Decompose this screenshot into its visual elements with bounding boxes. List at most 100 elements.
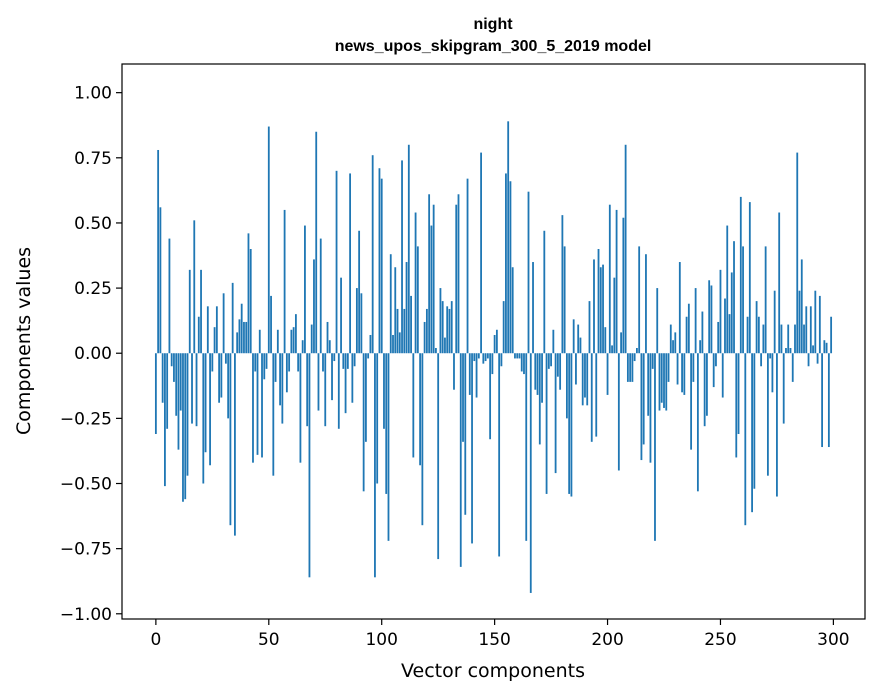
bar-271: [766, 353, 769, 476]
bar-270: [764, 246, 767, 354]
bar-187: [577, 324, 580, 354]
bar-13: [184, 353, 187, 500]
bar-51: [270, 295, 272, 354]
bar-80: [335, 170, 338, 354]
bar-299: [830, 316, 833, 354]
bar-103: [387, 353, 390, 541]
bar-123: [432, 204, 435, 354]
bar-120: [425, 308, 428, 354]
bar-227: [667, 353, 670, 382]
bar-216: [642, 353, 645, 445]
bar-139: [468, 353, 471, 395]
bar-118: [421, 353, 424, 526]
y-tick-label-5: 0.25: [74, 279, 112, 299]
bar-240: [696, 353, 699, 492]
bar-9: [175, 353, 178, 416]
bar-42: [249, 249, 252, 354]
bar-7: [170, 353, 173, 367]
bar-92: [362, 353, 365, 492]
bar-17: [193, 220, 196, 354]
bar-117: [419, 353, 422, 466]
bar-107: [396, 308, 399, 354]
bar-290: [809, 306, 812, 354]
bar-101: [383, 353, 385, 429]
bar-178: [556, 353, 559, 377]
bar-213: [636, 348, 638, 354]
bar-200: [606, 353, 609, 395]
bar-102: [385, 353, 388, 494]
bar-46: [258, 329, 261, 354]
bar-111: [405, 262, 408, 354]
bar-231: [676, 353, 679, 385]
bar-177: [554, 353, 557, 474]
bar-278: [782, 353, 785, 424]
bar-30: [222, 293, 225, 354]
bar-184: [570, 353, 573, 497]
bar-64: [299, 353, 302, 463]
bar-279: [785, 348, 787, 354]
bar-196: [597, 249, 600, 354]
bar-173: [545, 353, 548, 494]
bar-19: [197, 316, 200, 354]
bar-258: [737, 353, 740, 434]
bar-109: [401, 160, 403, 354]
bar-110: [403, 308, 406, 354]
bar-116: [416, 246, 419, 354]
bar-10: [177, 353, 180, 450]
bar-60: [290, 329, 293, 354]
bar-52: [272, 353, 275, 476]
bar-49: [265, 353, 268, 369]
bar-189: [581, 353, 584, 406]
bar-257: [735, 353, 738, 458]
bar-152: [498, 353, 501, 557]
bar-153: [500, 353, 503, 367]
bar-261: [744, 353, 747, 526]
chart-title-line-2: news_upos_skipgram_300_5_2019 model: [335, 38, 652, 55]
bar-140: [471, 353, 473, 544]
bar-145: [482, 353, 485, 364]
bar-4: [164, 353, 166, 487]
bar-276: [778, 212, 781, 354]
bar-256: [733, 241, 735, 354]
bar-215: [640, 353, 643, 461]
bar-134: [457, 194, 460, 354]
bar-100: [380, 178, 383, 354]
y-tick-label-1: −0.75: [60, 540, 112, 560]
bar-219: [649, 353, 652, 463]
bar-37: [238, 319, 241, 354]
bar-229: [672, 340, 674, 354]
bar-21: [202, 353, 205, 484]
bar-38: [240, 303, 243, 354]
bar-162: [520, 353, 523, 372]
bar-89: [355, 288, 358, 354]
bar-146: [484, 353, 487, 362]
bar-122: [430, 225, 433, 354]
bar-185: [572, 319, 575, 354]
bar-161: [518, 353, 521, 359]
bar-112: [407, 144, 410, 354]
bar-167: [532, 262, 534, 354]
bar-224: [660, 353, 663, 403]
bar-115: [414, 212, 417, 354]
x-tick-label-300: 300: [817, 630, 849, 650]
bar-63: [297, 353, 300, 372]
bar-48: [263, 353, 266, 380]
bar-269: [762, 324, 765, 354]
bar-228: [669, 324, 672, 354]
bar-222: [656, 288, 659, 354]
bar-57: [283, 209, 286, 354]
bar-114: [412, 353, 415, 458]
bar-179: [559, 353, 562, 390]
bar-78: [331, 353, 333, 401]
bar-58: [285, 353, 288, 393]
bar-275: [776, 353, 778, 497]
bar-266: [755, 301, 758, 354]
bar-157: [509, 181, 512, 354]
bar-288: [805, 306, 808, 354]
bar-248: [715, 353, 717, 367]
bar-68: [308, 353, 311, 578]
bar-125: [437, 353, 440, 560]
bar-208: [624, 144, 627, 354]
bar-25: [211, 353, 214, 372]
bar-39: [243, 321, 245, 354]
